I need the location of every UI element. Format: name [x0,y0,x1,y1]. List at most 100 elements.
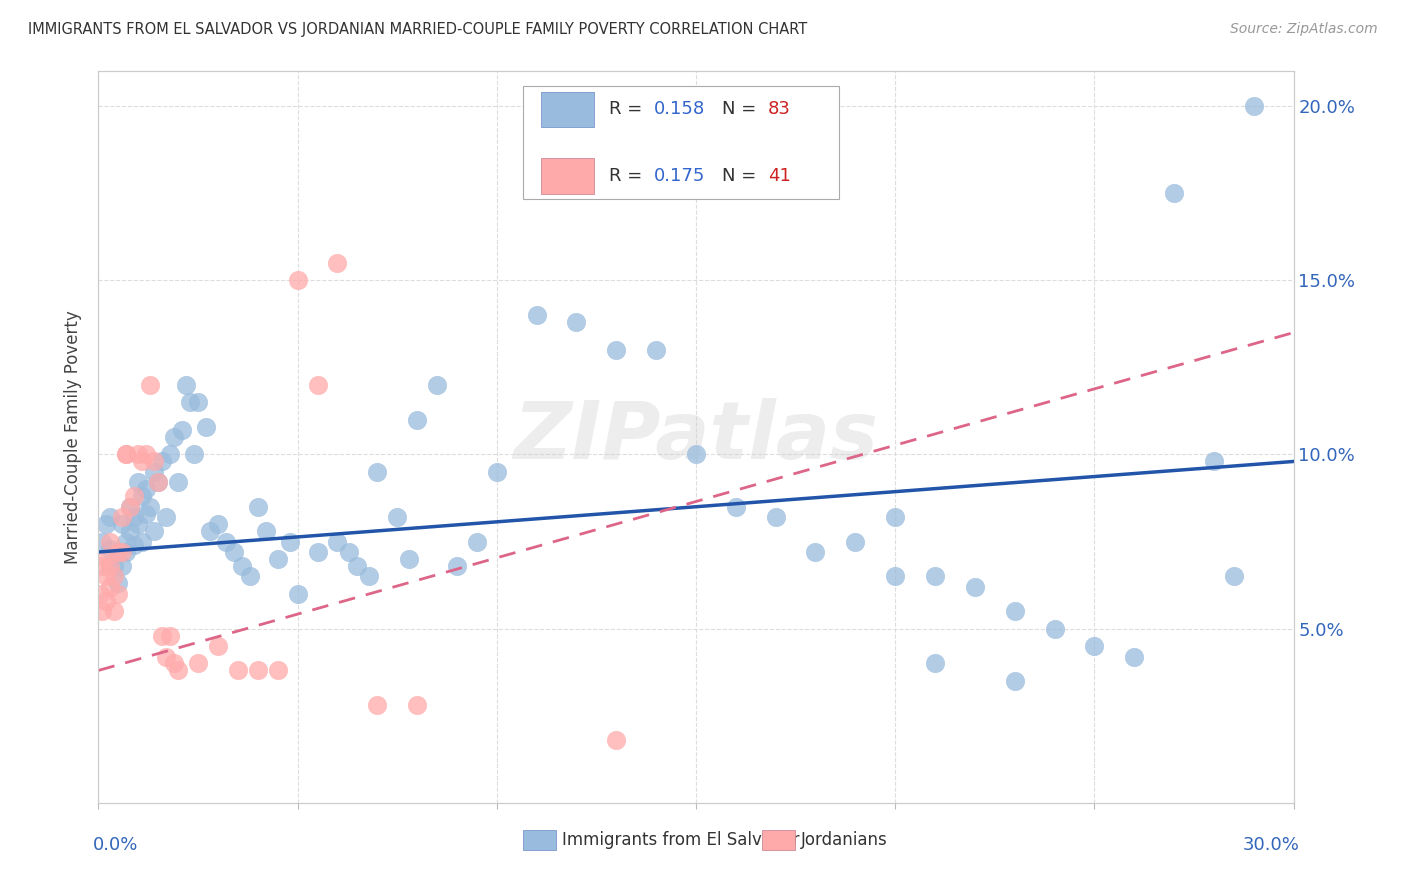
Point [127,475,149,490]
Text: 0.158: 0.158 [654,101,706,119]
Text: R =: R = [609,167,648,185]
Point [96,552,118,566]
Point [89,587,111,601]
Point [150,454,173,468]
Point [131,534,153,549]
Point [139,377,162,392]
Point [143,524,166,538]
Point [143,465,166,479]
Point [111,517,134,532]
Point [326,256,349,270]
Point [446,558,468,573]
Point [115,534,138,549]
Point [844,534,866,549]
Point [366,465,388,479]
Point [1004,673,1026,688]
Point [115,545,138,559]
Text: Jordanians: Jordanians [801,831,887,849]
Point [307,545,329,559]
FancyBboxPatch shape [523,830,557,850]
Point [765,510,787,524]
Point [96,569,118,583]
Text: 41: 41 [768,167,790,185]
Point [724,500,747,514]
Point [103,569,125,583]
Point [339,545,361,559]
Point [111,558,134,573]
Point [406,698,429,713]
Point [278,534,301,549]
Point [150,629,173,643]
Point [111,545,134,559]
Point [159,629,181,643]
Text: Immigrants from El Salvador: Immigrants from El Salvador [562,831,800,849]
Point [406,412,429,426]
Point [163,430,186,444]
Point [287,273,309,287]
Point [103,558,125,573]
Point [1223,569,1246,583]
Point [107,545,129,559]
Point [605,733,627,747]
Point [139,500,162,514]
Point [91,558,114,573]
Point [127,448,149,462]
Point [485,465,508,479]
Text: ZIPatlas: ZIPatlas [513,398,879,476]
Point [111,510,134,524]
Point [246,500,269,514]
Point [1004,604,1026,618]
Point [924,569,946,583]
Point [207,639,229,653]
Text: 30.0%: 30.0% [1243,836,1299,854]
Point [98,541,122,556]
Point [115,448,138,462]
Point [135,448,157,462]
Point [1163,186,1185,201]
Point [127,517,149,532]
Point [120,500,142,514]
Point [179,395,201,409]
Point [222,545,245,559]
Point [131,489,153,503]
Point [143,454,166,468]
Point [107,587,129,601]
Point [124,489,146,503]
Point [159,448,181,462]
Point [526,308,548,322]
Point [124,538,146,552]
Point [107,545,129,559]
FancyBboxPatch shape [541,92,595,127]
Point [398,552,420,566]
Point [198,524,221,538]
Text: R =: R = [609,101,648,119]
Point [804,545,827,559]
Point [135,507,157,521]
Point [167,475,190,490]
Point [120,500,142,514]
Point [148,475,170,490]
Point [96,517,118,532]
Point [135,483,157,497]
Point [187,657,209,671]
Point [366,698,388,713]
Text: 83: 83 [768,101,790,119]
Point [207,517,229,532]
Point [96,594,118,608]
Point [267,552,290,566]
Point [884,569,907,583]
Point [359,569,381,583]
Point [465,534,488,549]
Point [239,569,262,583]
Point [98,580,122,594]
Point [231,558,253,573]
Point [1083,639,1105,653]
Point [195,419,218,434]
Point [124,510,146,524]
Point [385,510,409,524]
Point [98,534,122,549]
Point [924,657,946,671]
Point [174,377,197,392]
Point [120,524,142,538]
Point [246,664,269,678]
